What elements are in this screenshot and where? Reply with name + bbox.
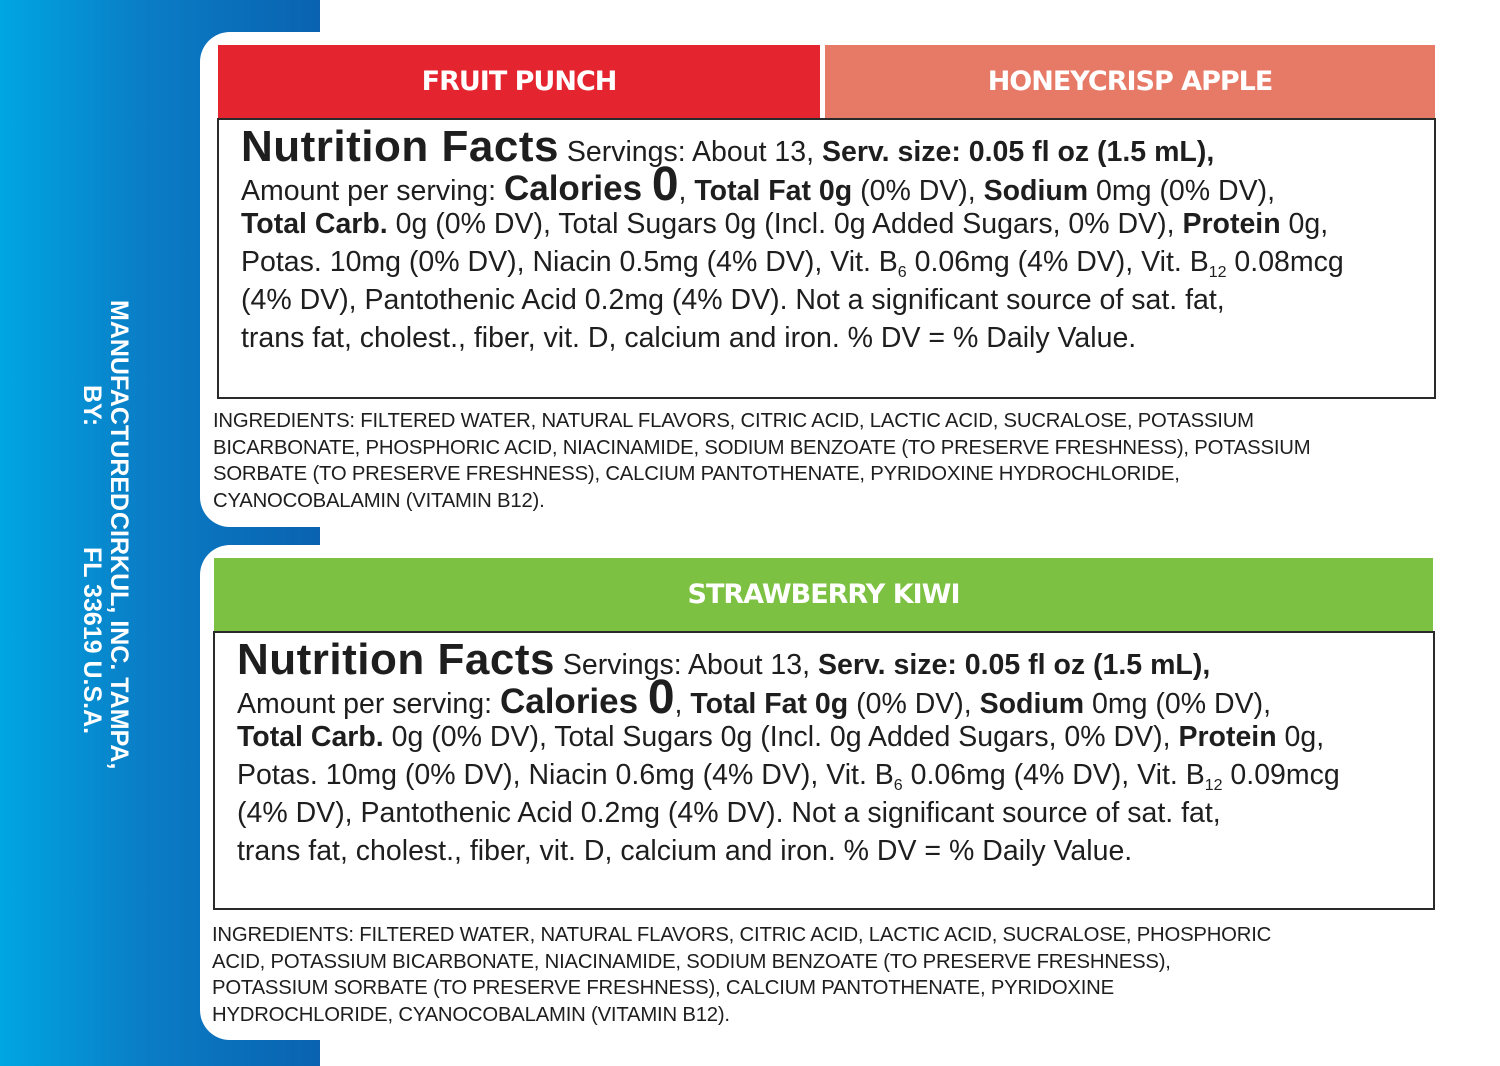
facts-segment: Sodium xyxy=(979,688,1085,721)
facts-segment: Total Fat 0g xyxy=(690,688,849,721)
facts-segment: Total Carb. xyxy=(237,720,384,753)
facts-segment: 0.06mg (4% DV), Vit. B xyxy=(902,758,1205,791)
facts-segment: Potas. 10mg (0% DV), Niacin 0.5mg (4% DV… xyxy=(241,245,898,278)
facts-line: Potas. 10mg (0% DV), Niacin 0.5mg (4% DV… xyxy=(241,243,1344,281)
facts-segment: , xyxy=(674,688,691,721)
facts-line: Potas. 10mg (0% DV), Niacin 0.6mg (4% DV… xyxy=(237,756,1340,794)
nutrition-facts-box: Nutrition Facts Servings: About 13, Serv… xyxy=(213,631,1435,910)
facts-segment: 0g (0% DV), Total Sugars 0g (Incl. 0g Ad… xyxy=(387,207,1183,240)
facts-line: Nutrition Facts Servings: About 13, Serv… xyxy=(241,122,1344,171)
facts-segment: (4% DV), Pantothenic Acid 0.2mg (4% DV).… xyxy=(237,797,1221,830)
facts-segment: (0% DV), xyxy=(848,688,980,721)
facts-segment: Amount per serving: xyxy=(241,175,504,208)
manufacturer-heading: MANUFACTURED BY: xyxy=(78,300,133,512)
facts-segment: Potas. 10mg (0% DV), Niacin 0.6mg (4% DV… xyxy=(237,758,894,791)
manufacturer-info: MANUFACTURED BY: CIRKUL, INC. TAMPA, FL … xyxy=(78,300,133,770)
facts-segment: Total Carb. xyxy=(241,207,388,240)
facts-segment: Calories xyxy=(503,169,652,209)
facts-segment: Servings: About 13, xyxy=(558,136,822,168)
facts-segment: Serv. size: 0.05 fl oz (1.5 mL), xyxy=(817,649,1211,681)
facts-line: trans fat, cholest., fiber, vit. D, calc… xyxy=(241,319,1344,357)
flavor-header-honeycrisp-apple: HONEYCRISP APPLE xyxy=(825,45,1435,118)
ingredients-line: POTASSIUM SORBATE (TO PRESERVE FRESHNESS… xyxy=(212,977,1114,1000)
facts-segment: Amount per serving: xyxy=(237,688,500,721)
manufacturer-address: CIRKUL, INC. TAMPA, FL 33619 U.S.A. xyxy=(78,511,133,770)
ingredients-line: INGREDIENTS: FILTERED WATER, NATURAL FLA… xyxy=(212,924,1272,946)
facts-segment: Protein xyxy=(1178,720,1277,753)
nutrition-facts-text: Nutrition Facts Servings: About 13, Serv… xyxy=(237,635,1340,871)
facts-segment: Total Fat 0g xyxy=(694,175,853,208)
nutrition-facts-text: Nutrition Facts Servings: About 13, Serv… xyxy=(241,122,1344,358)
flavor-header-fruit-punch: FRUIT PUNCH xyxy=(218,45,820,118)
nutrition-facts-title: Nutrition Facts xyxy=(241,122,559,171)
ingredients-line: BICARBONATE, PHOSPHORIC ACID, NIACINAMID… xyxy=(213,436,1311,459)
ingredients-line: SORBATE (TO PRESERVE FRESHNESS), CALCIUM… xyxy=(213,463,1180,486)
facts-segment: 0 xyxy=(647,671,675,725)
nutrition-facts-box: Nutrition Facts Servings: About 13, Serv… xyxy=(217,118,1436,399)
facts-line: Amount per serving: Calories 0, Total Fa… xyxy=(237,671,1340,725)
facts-segment: (0% DV), xyxy=(852,175,984,208)
ingredients-line: CYANOCOBALAMIN (VITAMIN B12). xyxy=(213,490,545,513)
facts-segment: , xyxy=(678,175,695,208)
facts-segment: Servings: About 13, xyxy=(554,649,818,681)
facts-segment: 0.06mg (4% DV), Vit. B xyxy=(906,245,1209,278)
facts-line: (4% DV), Pantothenic Acid 0.2mg (4% DV).… xyxy=(241,281,1344,319)
flavor-header-strawberry-kiwi: STRAWBERRY KIWI xyxy=(214,558,1433,631)
facts-segment: (4% DV), Pantothenic Acid 0.2mg (4% DV).… xyxy=(241,284,1225,317)
facts-segment: 0g (0% DV), Total Sugars 0g (Incl. 0g Ad… xyxy=(383,720,1179,753)
facts-line: Nutrition Facts Servings: About 13, Serv… xyxy=(237,635,1340,684)
ingredients-line: ACID, POTASSIUM BICARBONATE, NIACINAMIDE… xyxy=(212,950,1171,973)
nutrition-facts-title: Nutrition Facts xyxy=(237,635,555,684)
facts-segment: Sodium xyxy=(983,175,1089,208)
facts-line: trans fat, cholest., fiber, vit. D, calc… xyxy=(237,832,1340,870)
facts-line: Total Carb. 0g (0% DV), Total Sugars 0g … xyxy=(237,718,1340,756)
facts-segment: 6 xyxy=(897,263,907,281)
ingredients-text: INGREDIENTS: FILTERED WATER, NATURAL FLA… xyxy=(213,408,1311,515)
facts-segment: 0 xyxy=(651,158,679,212)
facts-segment: 0mg (0% DV), xyxy=(1084,688,1272,721)
facts-segment: 6 xyxy=(893,776,903,794)
facts-segment: 12 xyxy=(1204,776,1223,794)
facts-line: Amount per serving: Calories 0, Total Fa… xyxy=(241,158,1344,212)
facts-line: Total Carb. 0g (0% DV), Total Sugars 0g … xyxy=(241,205,1344,243)
ingredients-line: HYDROCHLORIDE, CYANOCOBALAMIN (VITAMIN B… xyxy=(212,1004,730,1027)
label-panel-2: STRAWBERRY KIWI Nutrition Facts Servings… xyxy=(200,545,1500,1040)
facts-segment: trans fat, cholest., fiber, vit. D, calc… xyxy=(241,322,1137,355)
facts-segment: Protein xyxy=(1182,207,1281,240)
facts-segment: 0g, xyxy=(1276,720,1325,753)
facts-segment: 0mg (0% DV), xyxy=(1088,175,1276,208)
ingredients-line: INGREDIENTS: FILTERED WATER, NATURAL FLA… xyxy=(213,410,1254,432)
facts-line: (4% DV), Pantothenic Acid 0.2mg (4% DV).… xyxy=(237,794,1340,832)
ingredients-text: INGREDIENTS: FILTERED WATER, NATURAL FLA… xyxy=(212,922,1271,1029)
facts-segment: 0.09mcg xyxy=(1222,758,1340,791)
facts-segment: Calories xyxy=(499,682,648,722)
facts-segment: Serv. size: 0.05 fl oz (1.5 mL), xyxy=(821,136,1215,168)
facts-segment: 12 xyxy=(1208,263,1227,281)
facts-segment: 0g, xyxy=(1280,207,1329,240)
label-panel-1: FRUIT PUNCH HONEYCRISP APPLE Nutrition F… xyxy=(200,32,1500,527)
facts-segment: trans fat, cholest., fiber, vit. D, calc… xyxy=(237,835,1133,868)
facts-segment: 0.08mcg xyxy=(1226,245,1344,278)
